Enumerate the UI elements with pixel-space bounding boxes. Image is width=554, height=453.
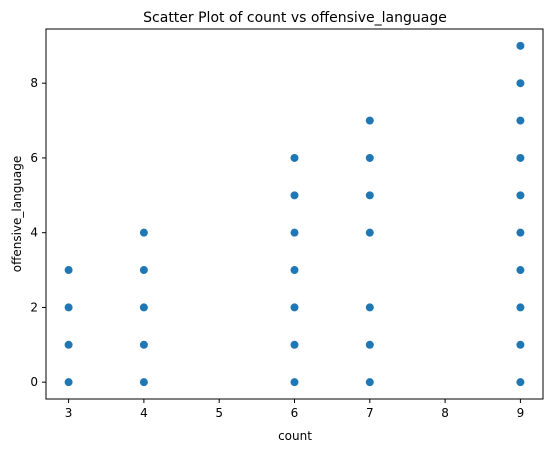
scatter-point bbox=[365, 378, 374, 387]
scatter-point bbox=[290, 191, 299, 200]
scatter-point bbox=[290, 228, 299, 237]
scatter-point bbox=[516, 191, 525, 200]
y-axis-ticks: 0 2 4 6 8 bbox=[30, 76, 46, 389]
scatter-point bbox=[516, 340, 525, 349]
scatter-point bbox=[516, 228, 525, 237]
scatter-point bbox=[365, 116, 374, 125]
scatter-point bbox=[516, 79, 525, 88]
x-tick-label: 9 bbox=[517, 406, 525, 420]
points-layer bbox=[64, 41, 525, 387]
x-tick-label: 7 bbox=[366, 406, 374, 420]
y-tick-label: 0 bbox=[30, 375, 38, 389]
scatter-point bbox=[290, 153, 299, 162]
scatter-point bbox=[365, 303, 374, 312]
chart-title: Scatter Plot of count vs offensive_langu… bbox=[143, 10, 447, 26]
scatter-point bbox=[365, 228, 374, 237]
x-tick-label: 5 bbox=[215, 406, 223, 420]
y-axis-label: offensive_language bbox=[10, 156, 24, 273]
scatter-point bbox=[516, 116, 525, 125]
scatter-point bbox=[139, 228, 148, 237]
scatter-point bbox=[64, 340, 73, 349]
scatter-point bbox=[516, 41, 525, 50]
scatter-point bbox=[516, 153, 525, 162]
scatter-point bbox=[290, 303, 299, 312]
y-tick-label: 4 bbox=[30, 226, 38, 240]
scatter-point bbox=[139, 340, 148, 349]
y-tick-label: 2 bbox=[30, 300, 38, 314]
scatter-point bbox=[365, 340, 374, 349]
scatter-point bbox=[139, 378, 148, 387]
scatter-point bbox=[365, 191, 374, 200]
y-tick-label: 6 bbox=[30, 151, 38, 165]
scatter-point bbox=[139, 303, 148, 312]
scatter-point bbox=[516, 266, 525, 275]
scatter-point bbox=[64, 378, 73, 387]
scatter-point bbox=[516, 378, 525, 387]
x-tick-label: 6 bbox=[291, 406, 299, 420]
y-tick-label: 8 bbox=[30, 76, 38, 90]
x-tick-label: 3 bbox=[65, 406, 73, 420]
scatter-point bbox=[290, 378, 299, 387]
x-tick-label: 4 bbox=[140, 406, 148, 420]
x-tick-label: 8 bbox=[441, 406, 449, 420]
scatter-point bbox=[290, 340, 299, 349]
x-axis-label: count bbox=[278, 429, 312, 443]
scatter-point bbox=[139, 266, 148, 275]
scatter-point bbox=[64, 266, 73, 275]
scatter-point bbox=[365, 153, 374, 162]
scatter-point bbox=[516, 303, 525, 312]
x-axis-ticks: 3 4 5 6 7 8 9 bbox=[65, 399, 524, 420]
scatter-point bbox=[64, 303, 73, 312]
scatter-point bbox=[290, 266, 299, 275]
